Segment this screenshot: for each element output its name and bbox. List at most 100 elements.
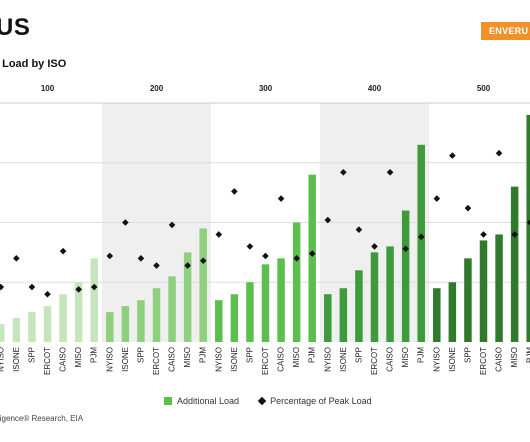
bar xyxy=(526,114,530,342)
category-tick-label: MISO xyxy=(292,347,301,367)
marker xyxy=(215,231,223,238)
marker xyxy=(75,286,82,293)
category-tick-label: ERCOT xyxy=(152,347,161,375)
source-note: ligence® Research, EIA xyxy=(0,414,84,423)
legend-item-percentage-of-peak-load: Percentage of Peak Load xyxy=(257,396,372,406)
category-tick-label: CAISO xyxy=(386,347,395,372)
category-tick-label: NYISO xyxy=(0,347,5,372)
marker xyxy=(246,243,254,250)
bar xyxy=(28,312,36,342)
marker xyxy=(13,255,20,262)
marker xyxy=(480,231,487,238)
marker xyxy=(106,252,114,260)
bar xyxy=(152,288,161,342)
category-tick-label: ISONE xyxy=(230,347,239,372)
marker xyxy=(122,219,129,226)
category-tick-label: CAISO xyxy=(277,347,286,372)
legend-item-additional-load: Additional Load xyxy=(164,396,239,406)
marker xyxy=(28,283,36,291)
category-tick-label: SPP xyxy=(463,347,472,363)
category-tick-label: ISONE xyxy=(339,347,348,372)
bar xyxy=(479,240,488,342)
marker xyxy=(417,233,425,241)
bar xyxy=(386,246,394,342)
category-tick-label: PJM xyxy=(90,347,99,363)
bar xyxy=(230,294,239,342)
marker xyxy=(402,245,409,253)
diamond-marker-icon xyxy=(257,396,267,406)
category-tick-label: ERCOT xyxy=(261,347,270,375)
category-tick-label: ISONE xyxy=(121,347,130,372)
marker xyxy=(308,250,316,257)
bar xyxy=(106,312,114,342)
group-label: 300 xyxy=(259,84,273,93)
category-tick-label: ISONE xyxy=(448,347,457,372)
bar xyxy=(277,258,285,342)
marker xyxy=(59,247,67,255)
bar xyxy=(401,210,410,342)
bar xyxy=(137,300,145,342)
marker xyxy=(449,152,456,159)
marker xyxy=(464,204,472,212)
bar xyxy=(168,276,176,342)
bar xyxy=(59,294,67,342)
bar xyxy=(246,282,254,342)
bar xyxy=(339,288,348,342)
category-tick-label: ISONE xyxy=(12,347,21,372)
bar xyxy=(495,234,503,342)
marker xyxy=(153,262,160,269)
marker xyxy=(277,195,285,202)
category-tick-label: MISO xyxy=(74,347,83,367)
chart-subtitle: l Load by ISO xyxy=(0,58,67,70)
marker xyxy=(386,169,394,176)
bar xyxy=(12,318,21,342)
marker xyxy=(511,231,518,238)
group-label: 200 xyxy=(150,84,164,93)
category-tick-label: SPP xyxy=(245,347,254,363)
bar xyxy=(370,252,379,342)
category-tick-label: PJM xyxy=(199,347,208,363)
legend-label-additional-load: Additional Load xyxy=(177,396,240,406)
category-tick-label: MISO xyxy=(510,347,519,367)
bar xyxy=(417,144,425,342)
category-tick-label: CAISO xyxy=(495,347,504,372)
marker xyxy=(526,219,530,226)
marker xyxy=(262,252,269,260)
bar xyxy=(261,264,270,342)
brand-logo[interactable]: ENVERU xyxy=(481,22,530,40)
category-tick-label: PJM xyxy=(526,347,530,363)
marker xyxy=(0,283,5,291)
category-tick-label: SPP xyxy=(354,347,363,363)
bar xyxy=(324,294,332,342)
marker xyxy=(355,226,363,233)
marker xyxy=(495,149,503,157)
category-tick-label: SPP xyxy=(136,347,145,363)
bar xyxy=(464,258,472,342)
category-tick-label: NYISO xyxy=(214,347,223,372)
marker xyxy=(231,188,238,195)
bar xyxy=(433,288,441,342)
category-tick-label: ERCOT xyxy=(43,347,52,375)
marker xyxy=(44,290,51,298)
category-tick-label: MISO xyxy=(401,347,410,367)
marker xyxy=(90,283,98,291)
marker xyxy=(433,195,441,202)
marker xyxy=(137,255,145,262)
bar xyxy=(448,282,457,342)
bar xyxy=(90,258,98,342)
group-label: 100 xyxy=(41,84,55,93)
category-tick-label: CAISO xyxy=(168,347,177,372)
marker xyxy=(293,255,300,262)
category-tick-label: MISO xyxy=(183,347,192,367)
category-tick-label: ERCOT xyxy=(479,347,488,375)
marker xyxy=(371,243,378,250)
category-tick-label: SPP xyxy=(27,347,36,363)
bar xyxy=(510,186,519,342)
bar xyxy=(215,300,223,342)
marker xyxy=(199,257,207,265)
legend-label-percentage-of-peak-load: Percentage of Peak Load xyxy=(270,396,372,406)
group-label: 400 xyxy=(368,84,382,93)
bar xyxy=(355,270,363,342)
marker xyxy=(168,221,176,229)
bar xyxy=(183,252,192,342)
